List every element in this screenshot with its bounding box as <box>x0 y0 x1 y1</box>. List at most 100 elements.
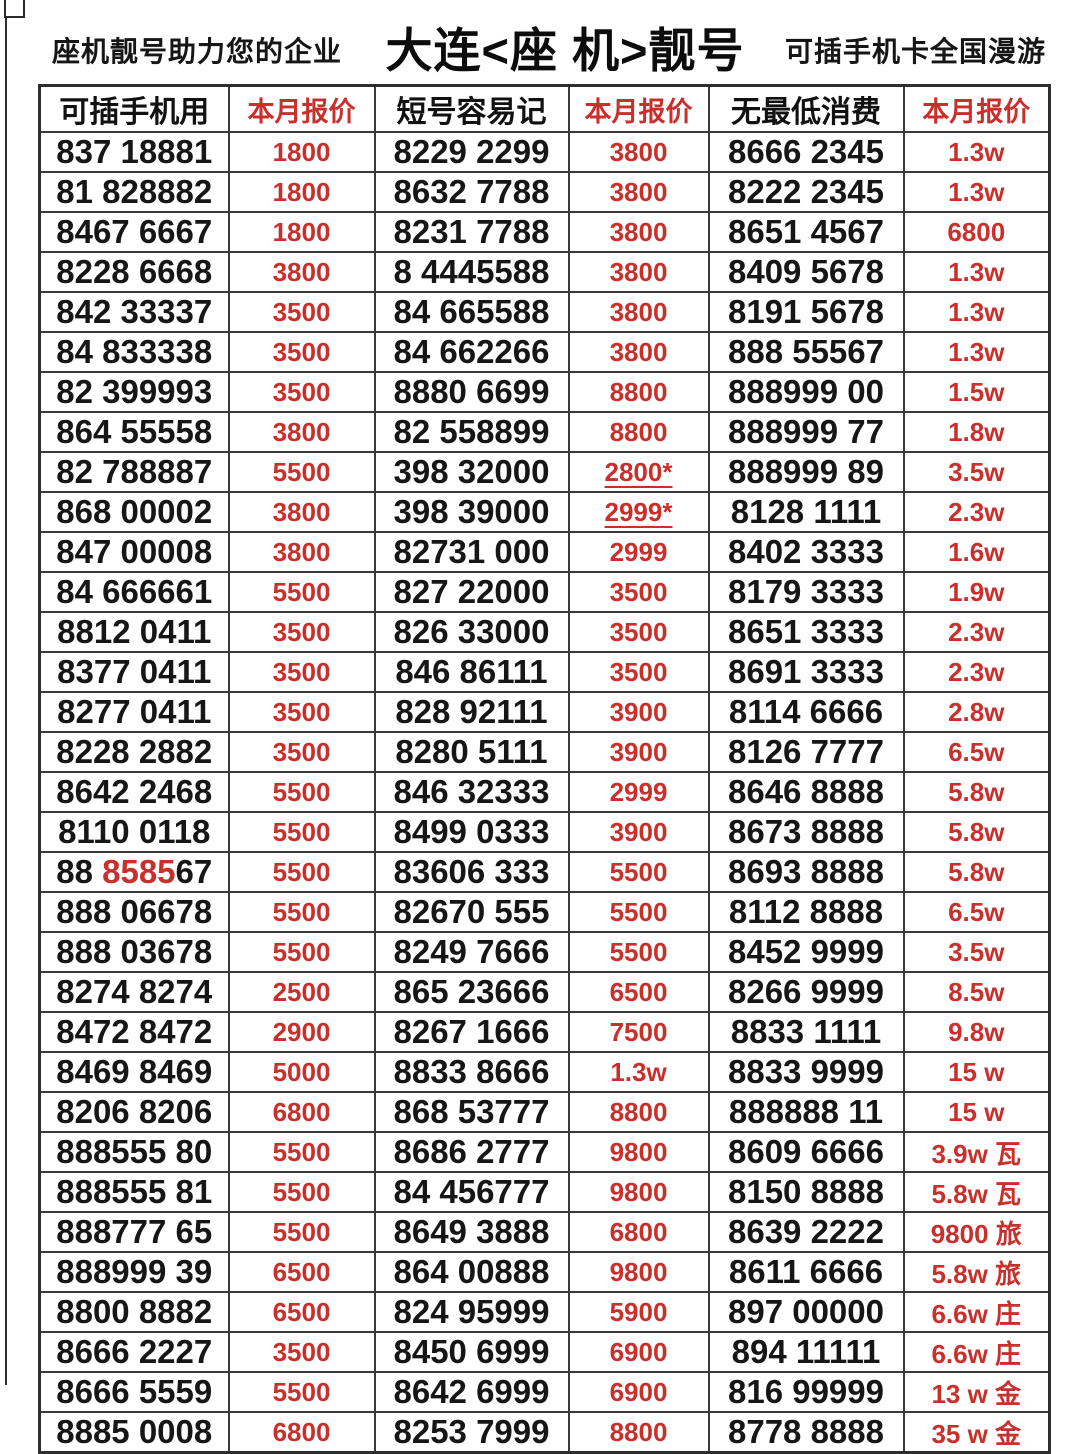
price-table: 可插手机用 本月报价 短号容易记 本月报价 无最低消费 本月报价 837 18881 180… <box>38 84 1051 1454</box>
table-row: 888555 81 5500 84 456777 9800 8150 8888 5.8w … <box>38 1171 1051 1213</box>
table-row: 868 00002 3800 398 39000 2999* 8128 1111 2.3w <box>38 491 1051 533</box>
phone-number-cell: 8833 9999 <box>707 1051 905 1093</box>
table-row: 84 833338 3500 84 662266 3800 888 55567 1.3w <box>38 331 1051 373</box>
table-row: 8469 8469 5000 8833 8666 1.3w 8833 9999 15 w <box>38 1051 1051 1093</box>
price-cell: 3500 <box>227 331 376 373</box>
table-row: 8206 8206 6800 868 53777 8800 888888 11 15 w <box>38 1091 1051 1133</box>
phone-number-cell: 8 4445588 <box>373 251 570 293</box>
table-row: 888555 80 5500 8686 2777 9800 8609 6666 3.9w … <box>38 1131 1051 1173</box>
phone-number-cell: 827 22000 <box>373 571 570 613</box>
phone-number-cell: 897 00000 <box>707 1291 905 1333</box>
column-header-price: 本月报价 <box>567 84 710 133</box>
price-cell: 5500 <box>567 931 710 973</box>
table-row: 8885 0008 6800 8253 7999 8800 8778 8888 35 w … <box>38 1411 1051 1454</box>
price-cell: 1800 <box>227 211 376 253</box>
phone-number-cell: 84 666661 <box>38 571 230 613</box>
phone-number-cell: 83606 333 <box>373 851 570 893</box>
phone-number-cell: 8472 8472 <box>38 1011 230 1053</box>
price-cell: 3.9w 瓦 <box>902 1131 1051 1173</box>
phone-number-cell: 8651 4567 <box>707 211 905 253</box>
header-slogan-left: 座机靓号助力您的企业 <box>52 36 343 67</box>
price-cell: 3800 <box>227 411 376 453</box>
price-cell: 3500 <box>227 371 376 413</box>
price-cell: 2900 <box>227 1011 376 1053</box>
phone-number-cell: 846 86111 <box>373 651 570 693</box>
phone-number-cell: 847 00008 <box>38 531 230 573</box>
price-cell: 3500 <box>227 1331 376 1373</box>
table-row: 888999 39 6500 864 00888 9800 8611 6666 5.8w … <box>38 1251 1051 1293</box>
table-row: 8800 8882 6500 824 95999 5900 897 00000 6.6w … <box>38 1291 1051 1333</box>
price-cell: 5500 <box>227 1171 376 1213</box>
header-row: 可插手机用 本月报价 短号容易记 本月报价 无最低消费 本月报价 <box>38 84 1051 133</box>
price-cell: 5500 <box>567 851 710 893</box>
table-row: 837 18881 1800 8229 2299 3800 8666 2345 1.3w <box>38 131 1051 173</box>
price-cell: 3800 <box>227 251 376 293</box>
price-cell: 3500 <box>567 611 710 653</box>
phone-number-cell: 84 456777 <box>373 1171 570 1213</box>
phone-number-cell: 8778 8888 <box>707 1411 905 1454</box>
phone-number-cell: 8128 1111 <box>707 491 905 533</box>
phone-number-cell: 888999 89 <box>707 451 905 493</box>
phone-number-cell: 894 11111 <box>707 1331 905 1373</box>
price-cell: 3.5w <box>902 931 1051 973</box>
price-cell: 7500 <box>567 1011 710 1053</box>
phone-number-cell: 8649 3888 <box>373 1211 570 1253</box>
table-body: 837 18881 1800 8229 2299 3800 8666 2345 1.3w 8… <box>38 131 1051 1454</box>
price-cell: 15 w <box>902 1051 1051 1093</box>
phone-number-cell: 888999 77 <box>707 411 905 453</box>
price-cell: 15 w <box>902 1091 1051 1133</box>
phone-number-cell: 81 828882 <box>38 171 230 213</box>
price-cell: 1.3w <box>902 291 1051 333</box>
phone-number-cell: 8666 2227 <box>38 1331 230 1373</box>
phone-number-cell: 82731 000 <box>373 531 570 573</box>
phone-number-cell: 8499 0333 <box>373 811 570 853</box>
table-row: 8472 8472 2900 8267 1666 7500 8833 1111 9.8w <box>38 1011 1051 1053</box>
price-cell: 5.8w <box>902 811 1051 853</box>
price-cell: 3.5w <box>902 451 1051 493</box>
price-cell: 6900 <box>567 1371 710 1413</box>
phone-number-cell: 8112 8888 <box>707 891 905 933</box>
price-cell: 1.6w <box>902 531 1051 573</box>
phone-number-cell: 8452 9999 <box>707 931 905 973</box>
price-cell: 6.5w <box>902 731 1051 773</box>
phone-number-cell: 8402 3333 <box>707 531 905 573</box>
table-row: 888 06678 5500 82670 555 5500 8112 8888 6.5w <box>38 891 1051 933</box>
price-cell: 3900 <box>567 691 710 733</box>
phone-number-cell: 8885 0008 <box>38 1411 230 1454</box>
phone-number-cell: 8800 8882 <box>38 1291 230 1333</box>
price-cell: 3800 <box>567 331 710 373</box>
phone-number-cell: 8228 2882 <box>38 731 230 773</box>
phone-number-cell: 82 399993 <box>38 371 230 413</box>
phone-number-cell: 398 39000 <box>373 491 570 533</box>
price-cell: 6800 <box>902 211 1051 253</box>
price-cell: 3800 <box>567 291 710 333</box>
price-cell: 3800 <box>567 211 710 253</box>
phone-number-cell: 8833 1111 <box>707 1011 905 1053</box>
price-cell: 2.3w <box>902 611 1051 653</box>
price-cell: 1.3w <box>902 251 1051 293</box>
phone-number-cell: 8222 2345 <box>707 171 905 213</box>
price-cell: 6.6w 庄 <box>902 1331 1051 1373</box>
phone-number-cell: 8611 6666 <box>707 1251 905 1293</box>
price-cell: 6500 <box>227 1291 376 1333</box>
phone-number-cell: 8691 3333 <box>707 651 905 693</box>
price-cell: 2500 <box>227 971 376 1013</box>
price-cell: 1.3w <box>567 1051 710 1093</box>
price-cell: 3500 <box>227 691 376 733</box>
table-row: 888777 65 5500 8649 3888 6800 8639 2222 9800 … <box>38 1211 1051 1253</box>
price-cell: 8.5w <box>902 971 1051 1013</box>
phone-number-cell: 8632 7788 <box>373 171 570 213</box>
phone-number-cell: 888 55567 <box>707 331 905 373</box>
price-cell: 6.6w 庄 <box>902 1291 1051 1333</box>
phone-number-cell: 888555 80 <box>38 1131 230 1173</box>
phone-number-cell: 888777 65 <box>38 1211 230 1253</box>
phone-number-cell: 8646 8888 <box>707 771 905 813</box>
price-cell: 3500 <box>567 571 710 613</box>
price-cell: 1.8w <box>902 411 1051 453</box>
table-row: 82 399993 3500 8880 6699 8800 888999 00 1.5w <box>38 371 1051 413</box>
column-header-numbers: 可插手机用 <box>38 84 230 133</box>
price-cell: 35 w 金 <box>902 1411 1051 1454</box>
phone-number-cell: 8642 2468 <box>38 771 230 813</box>
price-cell: 3500 <box>227 291 376 333</box>
price-cell: 3800 <box>227 491 376 533</box>
